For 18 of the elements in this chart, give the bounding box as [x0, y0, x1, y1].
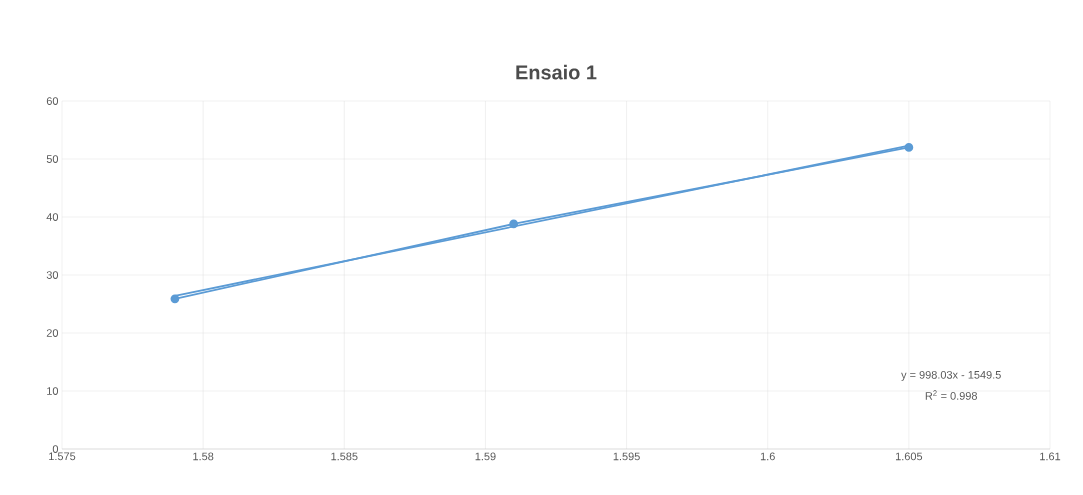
annotation: R$^{2}$ = 0.998 [925, 390, 977, 400]
x-tick-label: 1.59 [475, 452, 496, 461]
x-tick-label: 1.605 [895, 452, 923, 461]
y-tick-label: 0 [52, 445, 59, 453]
x-tick-label: 1.6 [760, 452, 775, 461]
x-tick-label: 1.575 [49, 452, 76, 461]
y-tick-label: 30 [46, 271, 59, 279]
x-tick-label: 1.58 [193, 452, 214, 461]
y-tick-label: 20 [46, 329, 59, 337]
y-tick-label: 10 [47, 387, 59, 395]
y-tick-label: 60 [46, 97, 59, 105]
x-tick-label: 1.61 [1040, 452, 1061, 461]
x-tick-label: 1.595 [613, 452, 640, 461]
y-tick-label: 50 [46, 155, 59, 163]
x-tick-label: 1.585 [331, 452, 358, 461]
annotation: y = 998.03x - 1549.5 [901, 370, 1001, 381]
chart-title: Ensaio 1 [516, 64, 597, 80]
y-tick-label: 40 [46, 213, 59, 221]
